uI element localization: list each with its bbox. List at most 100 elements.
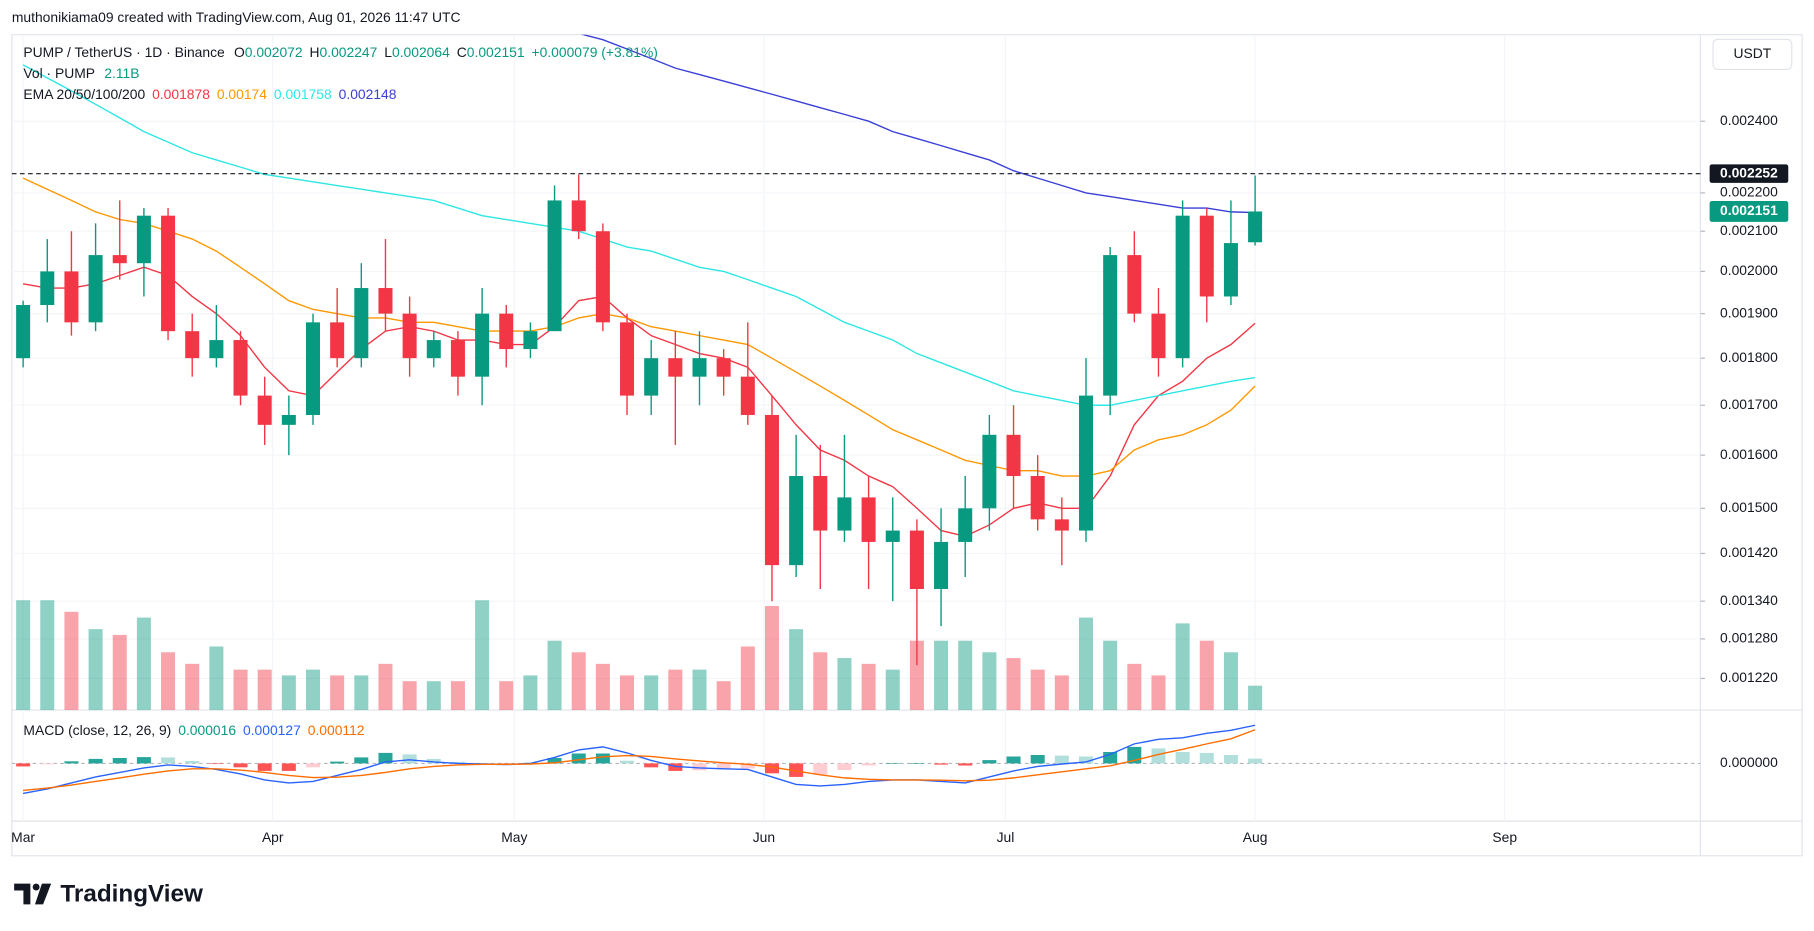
macd-hist-bar [958,763,973,766]
volume-bar [402,681,417,711]
macd-hist-bar [547,758,562,764]
volume-bar [233,669,248,711]
volume-bar [1248,685,1263,711]
macd-hist-bar [909,763,924,764]
macd-hist-bar [813,763,828,775]
macd-legend: MACD (close, 12, 26, 9) 0.000016 0.000127 0… [23,722,364,738]
volume-bar [1199,640,1214,711]
candle-body [136,215,151,264]
open: 0.002072 [245,44,303,60]
macd-hist-bar [934,763,949,765]
x-tick-label: Mar [11,829,35,845]
ema50-value: 0.00174 [217,85,267,101]
candle-body [595,231,610,323]
macd-hist-bar [1103,752,1118,764]
volume [16,600,1263,711]
hist-value: 0.000016 [178,722,236,738]
candle-body [1030,476,1045,520]
volume-bar [958,640,973,711]
y-tick-label: 0.001340 [1720,592,1778,608]
macd-hist-bar [64,761,79,764]
volume-value: 2.11B [104,65,139,81]
h-label: H [310,44,320,60]
candle-body [523,331,538,350]
volume-bar [185,663,200,711]
ema200-value: 0.002148 [339,85,397,101]
volume-bar [692,669,707,711]
macd-hist-bar [764,763,779,774]
volume-bar [1054,675,1069,711]
ema-line [22,266,1256,538]
volume-bar [450,681,465,711]
last-price-label: 0.002151 [1720,202,1778,218]
macd-hist-bar [837,763,852,771]
candle-body [161,215,176,332]
ema100-value: 0.001758 [274,85,332,101]
candle-body [1006,434,1021,477]
macd-hist-bar [1151,748,1166,764]
volume-bar [789,629,804,711]
volume-bar [909,640,924,711]
symbol: PUMP / TetherUS · 1D · Binance [23,44,225,60]
volume-bar [716,681,731,711]
candle-body [813,476,828,531]
candle-body [330,322,345,359]
volume-title: Vol · PUMP [23,65,95,81]
macd-hist-bar [402,754,417,764]
y-tick-label: 0.002400 [1720,112,1778,128]
macd-hist-bar [1078,756,1094,764]
y-tick-label: 0.002200 [1720,184,1778,200]
axes: 0.002400 0.002200 0.002100 0.002000 0.001900… [11,112,1789,845]
volume-bar [499,681,514,711]
volume-bar [620,675,635,711]
volume-bar [16,600,31,711]
volume-bar [764,606,779,711]
currency-button[interactable] [1712,38,1793,70]
volume-bar [112,634,127,711]
candle-body [837,497,852,531]
macd-hist-bar [595,753,610,764]
volume-bar [1127,663,1142,711]
macd-hist-bar [378,752,393,764]
volume-bar [378,663,393,711]
candle-body [354,288,369,359]
candle-body [402,313,417,359]
macd-hist-bar [1175,752,1190,764]
candle-body [1127,255,1142,314]
macd-hist-bar [88,758,103,764]
volume-bar [40,600,55,711]
volume-bar [64,611,79,711]
ema-line [580,34,1256,214]
logo-mark [34,883,52,905]
o-label: O [234,44,245,60]
macd [11,724,1701,795]
volume-bar [475,600,490,711]
x-tick-label: May [501,829,527,845]
volume-bar [1103,640,1118,711]
logo-text: TradingView [60,881,203,908]
volume-bar [813,652,828,711]
currency[interactable]: USDT [1734,45,1772,61]
volume-bar [982,652,997,711]
candle-body [1054,519,1069,531]
y-tick-label: 0.002100 [1720,222,1778,238]
candle-body [740,376,755,415]
candle-body [861,497,876,542]
candle-body [716,358,731,377]
candle-body [644,358,659,396]
candle-body [305,322,321,415]
candle-body [257,395,272,425]
macd-hist-bar [16,763,31,767]
volume-bar [305,669,321,711]
attribution: muthonikiama09 created with TradingView.… [12,9,461,25]
volume-bar [740,646,755,711]
candle-body [233,340,248,396]
y-tick-label: 0.001500 [1720,499,1778,515]
ema20-value: 0.001878 [152,85,210,101]
volume-bar [281,675,296,711]
volume-bar [1175,623,1190,711]
candle-body [934,541,949,589]
x-tick-label: Aug [1243,829,1268,845]
volume-bar [595,663,610,711]
candle-body [620,322,635,396]
